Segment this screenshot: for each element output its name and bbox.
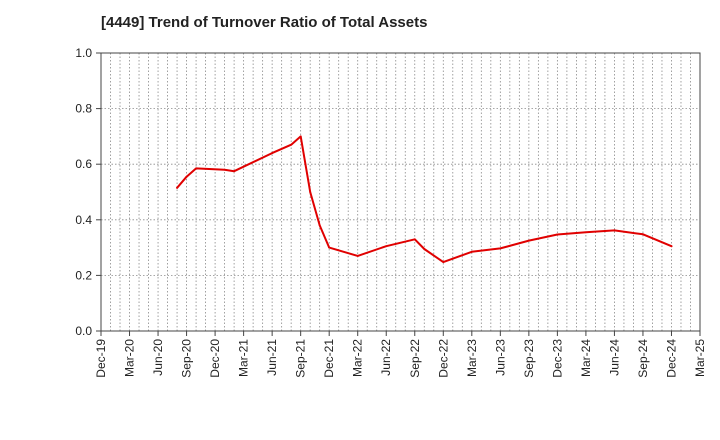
data-point [470,250,473,253]
y-tick-label: 1.0 [75,46,92,60]
x-tick-label: Mar-22 [351,339,365,377]
x-tick-label: Mar-23 [465,339,479,377]
x-tick-label: Dec-24 [664,339,678,378]
data-point [585,231,587,234]
x-tick-label: Sep-22 [408,339,422,378]
data-point [233,170,236,173]
data-point [195,167,197,170]
x-tick-label: Jun-21 [265,339,279,376]
series-line [176,135,673,264]
y-tick-label: 0.4 [75,213,92,227]
y-tick-label: 0.6 [75,157,92,171]
data-point [385,245,388,248]
data-point [271,152,274,154]
x-tick-label: Dec-22 [436,339,450,378]
x-tick-label: Sep-20 [180,339,194,378]
data-point [642,233,644,236]
x-tick-label: Sep-21 [294,339,308,378]
y-tick-label: 0.2 [75,268,92,282]
x-tick-label: Jun-23 [493,339,507,376]
data-point [299,135,302,138]
y-axis: 0.0 0.2 0.4 0.6 0.8 1.0 [75,46,101,338]
x-tick-label: Jun-22 [379,339,393,376]
x-tick-label: Mar-20 [123,339,137,377]
series-layer [176,135,673,264]
x-tick-label: Sep-23 [522,339,536,378]
data-point [556,233,559,236]
x-tick-label: Jun-24 [607,339,621,376]
plot-frame [100,52,701,332]
grid-layer [101,53,700,331]
y-tick-label: 0.8 [75,102,92,116]
data-point [613,229,616,232]
data-point [328,246,331,249]
x-tick-label: Mar-25 [693,339,707,377]
data-point [185,175,188,178]
x-tick-label: Sep-24 [636,339,650,378]
data-point [356,255,359,257]
data-point [499,247,502,250]
data-point [290,143,293,146]
data-point [442,261,445,263]
x-tick-label: Mar-24 [579,339,593,377]
chart-title: [4449] Trend of Turnover Ratio of Total … [101,14,428,31]
x-axis: Dec-19 Mar-20 Jun-20 Sep-20 Dec-20 Mar-21 Jun-… [94,331,707,378]
y-tick-label: 0.0 [75,324,92,338]
data-point [423,248,426,250]
data-point [527,239,530,242]
data-point [176,186,178,189]
data-point [309,191,312,193]
data-point [318,224,321,227]
data-point [223,168,226,171]
x-tick-label: Dec-19 [94,339,108,378]
x-tick-label: Dec-21 [322,339,336,378]
x-tick-label: Jun-20 [151,339,165,376]
data-point [670,245,673,248]
data-point [413,238,416,241]
x-tick-label: Dec-20 [208,339,222,378]
x-tick-label: Dec-23 [550,339,564,378]
x-tick-label: Mar-21 [237,339,251,377]
